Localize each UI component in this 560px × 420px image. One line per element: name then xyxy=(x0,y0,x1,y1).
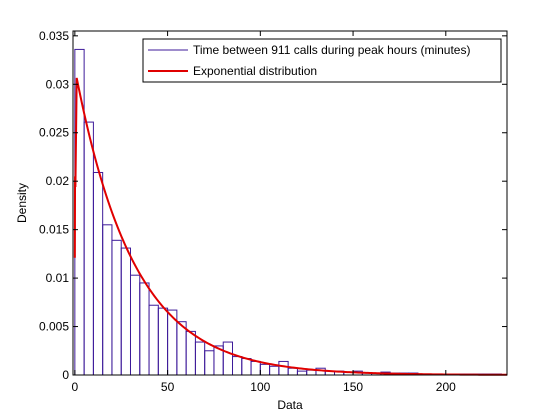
x-tick-label: 100 xyxy=(250,380,270,394)
legend-label-histogram: Time between 911 calls during peak hours… xyxy=(193,43,470,57)
x-tick-labels: 0 50 100 150 200 xyxy=(72,380,457,394)
y-tick-label: 0.02 xyxy=(46,174,70,188)
y-tick-label: 0.025 xyxy=(39,126,69,140)
x-tick-label: 150 xyxy=(343,380,363,394)
x-axis-title: Data xyxy=(277,398,303,412)
y-tick-label: 0 xyxy=(62,368,69,382)
legend: Time between 911 calls during peak hours… xyxy=(142,38,502,83)
x-tick-label: 200 xyxy=(436,380,456,394)
exponential-curve-line xyxy=(73,77,508,376)
y-tick-label: 0.015 xyxy=(39,223,69,237)
legend-label-exponential: Exponential distribution xyxy=(193,64,317,78)
x-tick-label: 50 xyxy=(161,380,175,394)
plot-frame xyxy=(72,30,508,376)
y-tick-label: 0.035 xyxy=(39,29,69,43)
plot-area xyxy=(73,31,507,375)
y-tick-label: 0.03 xyxy=(46,77,70,91)
y-tick-labels: 0 0.005 0.01 0.015 0.02 0.025 0.03 0.035 xyxy=(39,29,69,382)
y-tick-label: 0.005 xyxy=(39,320,69,334)
exponential-curve xyxy=(73,77,508,376)
x-tick-label: 0 xyxy=(72,380,79,394)
legend-box xyxy=(142,38,502,83)
y-tick-label: 0.01 xyxy=(46,271,70,285)
y-axis-title: Density xyxy=(15,183,29,223)
